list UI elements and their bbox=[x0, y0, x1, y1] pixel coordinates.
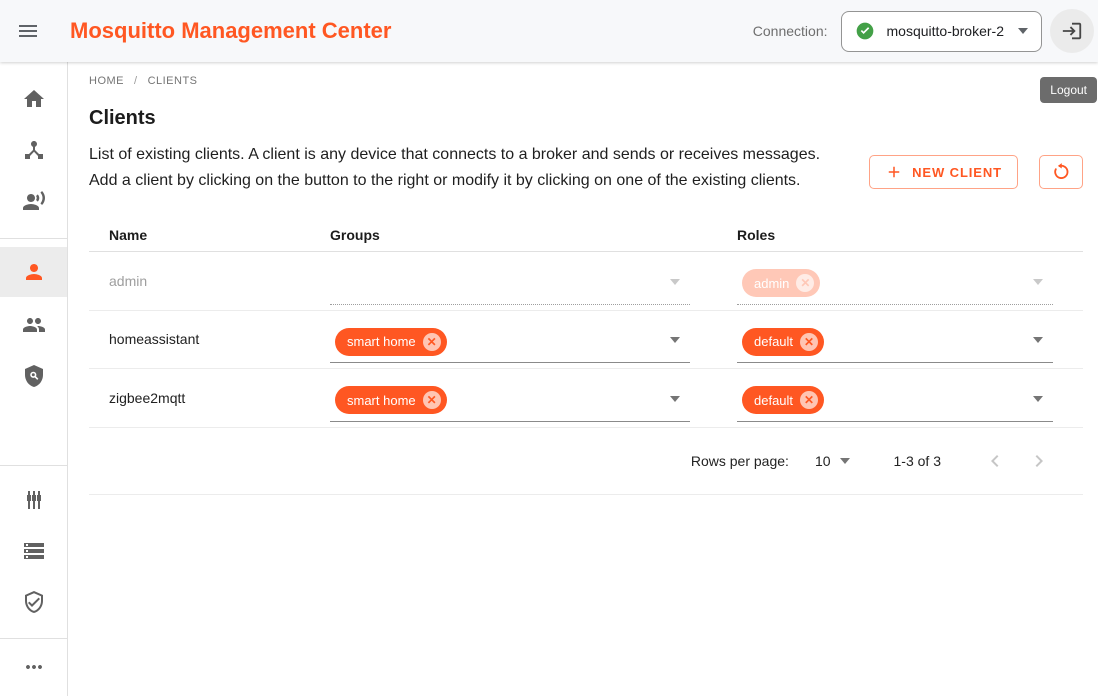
home-icon bbox=[23, 90, 44, 107]
client-name: admin bbox=[109, 272, 148, 289]
sidebar-item-security[interactable] bbox=[0, 578, 67, 626]
rows-per-page-label: Rows per page: bbox=[690, 452, 789, 469]
clients-table: Name Groups Roles admin admin homeassist… bbox=[89, 219, 1083, 495]
sidebar-item-topology[interactable] bbox=[0, 126, 67, 174]
connection-select[interactable]: mosquitto-broker-2 bbox=[840, 10, 1042, 52]
sidebar-item-roles[interactable] bbox=[0, 352, 67, 400]
plugs-icon bbox=[26, 491, 41, 509]
chip-cancel-icon[interactable] bbox=[800, 332, 819, 351]
chevron-down-icon bbox=[1018, 28, 1028, 34]
chevron-down-icon bbox=[839, 457, 850, 464]
refresh-button[interactable] bbox=[1039, 155, 1083, 189]
roles-select: admin bbox=[737, 263, 1053, 305]
sidebar-item-groups[interactable] bbox=[0, 301, 67, 349]
chip-label: smart home bbox=[347, 334, 416, 350]
shield-check-icon bbox=[24, 591, 43, 613]
breadcrumb-current: CLIENTS bbox=[147, 75, 198, 87]
rotate-left-icon bbox=[1054, 163, 1069, 179]
sidebar-item-logs[interactable] bbox=[0, 527, 67, 575]
connection-value: mosquitto-broker-2 bbox=[886, 23, 1005, 39]
breadcrumb: HOME / CLIENTS bbox=[89, 75, 1083, 87]
chip-label: smart home bbox=[347, 392, 416, 408]
logout-button[interactable] bbox=[1050, 9, 1094, 53]
person-icon bbox=[25, 264, 42, 280]
table-header-row: Name Groups Roles bbox=[89, 219, 1083, 252]
breadcrumb-separator: / bbox=[134, 75, 138, 87]
chip-label: admin bbox=[754, 275, 790, 291]
chevron-down-icon bbox=[1033, 278, 1043, 285]
sidebar-item-home[interactable] bbox=[0, 75, 67, 123]
topology-icon bbox=[24, 141, 43, 159]
column-header-roles: Roles bbox=[737, 227, 776, 243]
chevron-down-icon bbox=[670, 278, 680, 285]
client-name: zigbee2mqtt bbox=[109, 389, 186, 406]
new-client-label: NEW CLIENT bbox=[912, 164, 1002, 180]
chip-cancel-icon[interactable] bbox=[422, 332, 441, 351]
app-title: Mosquitto Management Center bbox=[70, 18, 392, 43]
chevron-down-icon bbox=[670, 395, 680, 402]
sidebar bbox=[0, 62, 68, 696]
client-name: homeassistant bbox=[109, 331, 200, 348]
roles-select[interactable]: default bbox=[737, 321, 1053, 364]
group-chip: smart home bbox=[335, 327, 447, 356]
plus-icon bbox=[888, 166, 900, 178]
groups-select bbox=[330, 263, 690, 305]
table-row-admin[interactable]: admin admin bbox=[89, 252, 1083, 311]
sidebar-divider bbox=[0, 465, 67, 466]
sidebar-item-clients[interactable] bbox=[0, 247, 67, 297]
role-chip: default bbox=[742, 386, 825, 415]
role-chip: default bbox=[742, 327, 825, 356]
record-voice-icon bbox=[22, 191, 45, 210]
next-page-button bbox=[1017, 439, 1061, 483]
sidebar-divider bbox=[0, 638, 67, 639]
chevron-left-icon bbox=[991, 454, 999, 467]
breadcrumb-home[interactable]: HOME bbox=[89, 75, 124, 87]
pagination-range: 1-3 of 3 bbox=[893, 452, 941, 469]
table-row-zigbee2mqtt[interactable]: zigbee2mqtt smart home default bbox=[89, 369, 1083, 428]
sidebar-item-more[interactable] bbox=[0, 643, 67, 691]
chip-cancel-icon[interactable] bbox=[800, 391, 819, 410]
column-header-groups: Groups bbox=[330, 227, 380, 243]
chevron-right-icon bbox=[1035, 454, 1043, 467]
sidebar-item-settings[interactable] bbox=[0, 476, 67, 524]
groups-select[interactable]: smart home bbox=[330, 380, 690, 422]
table-row-homeassistant[interactable]: homeassistant smart home default bbox=[89, 311, 1083, 369]
sidebar-divider bbox=[0, 238, 67, 239]
more-horizontal-icon bbox=[25, 665, 42, 669]
chevron-down-icon bbox=[1033, 395, 1043, 402]
previous-page-button bbox=[973, 439, 1017, 483]
people-icon bbox=[22, 318, 45, 332]
shield-search-icon bbox=[24, 365, 43, 387]
rows-per-page-select[interactable]: 10 bbox=[815, 453, 850, 469]
role-chip: admin bbox=[742, 269, 821, 298]
table-pagination: Rows per page: 10 1-3 of 3 bbox=[89, 428, 1083, 495]
chip-label: default bbox=[754, 334, 794, 350]
group-chip: smart home bbox=[335, 386, 447, 415]
connection-label: Connection: bbox=[752, 23, 828, 39]
logout-icon bbox=[1062, 22, 1082, 40]
sidebar-item-listeners[interactable] bbox=[0, 177, 67, 225]
page-title: Clients bbox=[89, 107, 156, 129]
chip-label: default bbox=[754, 392, 794, 408]
chevron-down-icon bbox=[1033, 337, 1043, 344]
chip-cancel-icon bbox=[796, 274, 815, 293]
chevron-down-icon bbox=[670, 337, 680, 344]
hamburger-menu-icon bbox=[19, 25, 37, 37]
storage-list-icon bbox=[23, 543, 44, 559]
app-bar: Mosquitto Management Center Connection: … bbox=[0, 0, 1098, 62]
new-client-button[interactable]: NEW CLIENT bbox=[869, 155, 1018, 189]
main-content: HOME / CLIENTS Clients List of existing cl… bbox=[68, 62, 1098, 696]
check-circle-icon bbox=[856, 22, 873, 40]
chip-cancel-icon[interactable] bbox=[422, 391, 441, 410]
hamburger-menu-button[interactable] bbox=[8, 11, 48, 51]
page-description: List of existing clients. A client is an… bbox=[89, 146, 821, 189]
column-header-name: Name bbox=[109, 227, 148, 243]
groups-select[interactable]: smart home bbox=[330, 321, 690, 364]
roles-select[interactable]: default bbox=[737, 380, 1053, 422]
rows-per-page-value: 10 bbox=[814, 452, 831, 469]
logout-tooltip: Logout bbox=[1040, 77, 1097, 103]
